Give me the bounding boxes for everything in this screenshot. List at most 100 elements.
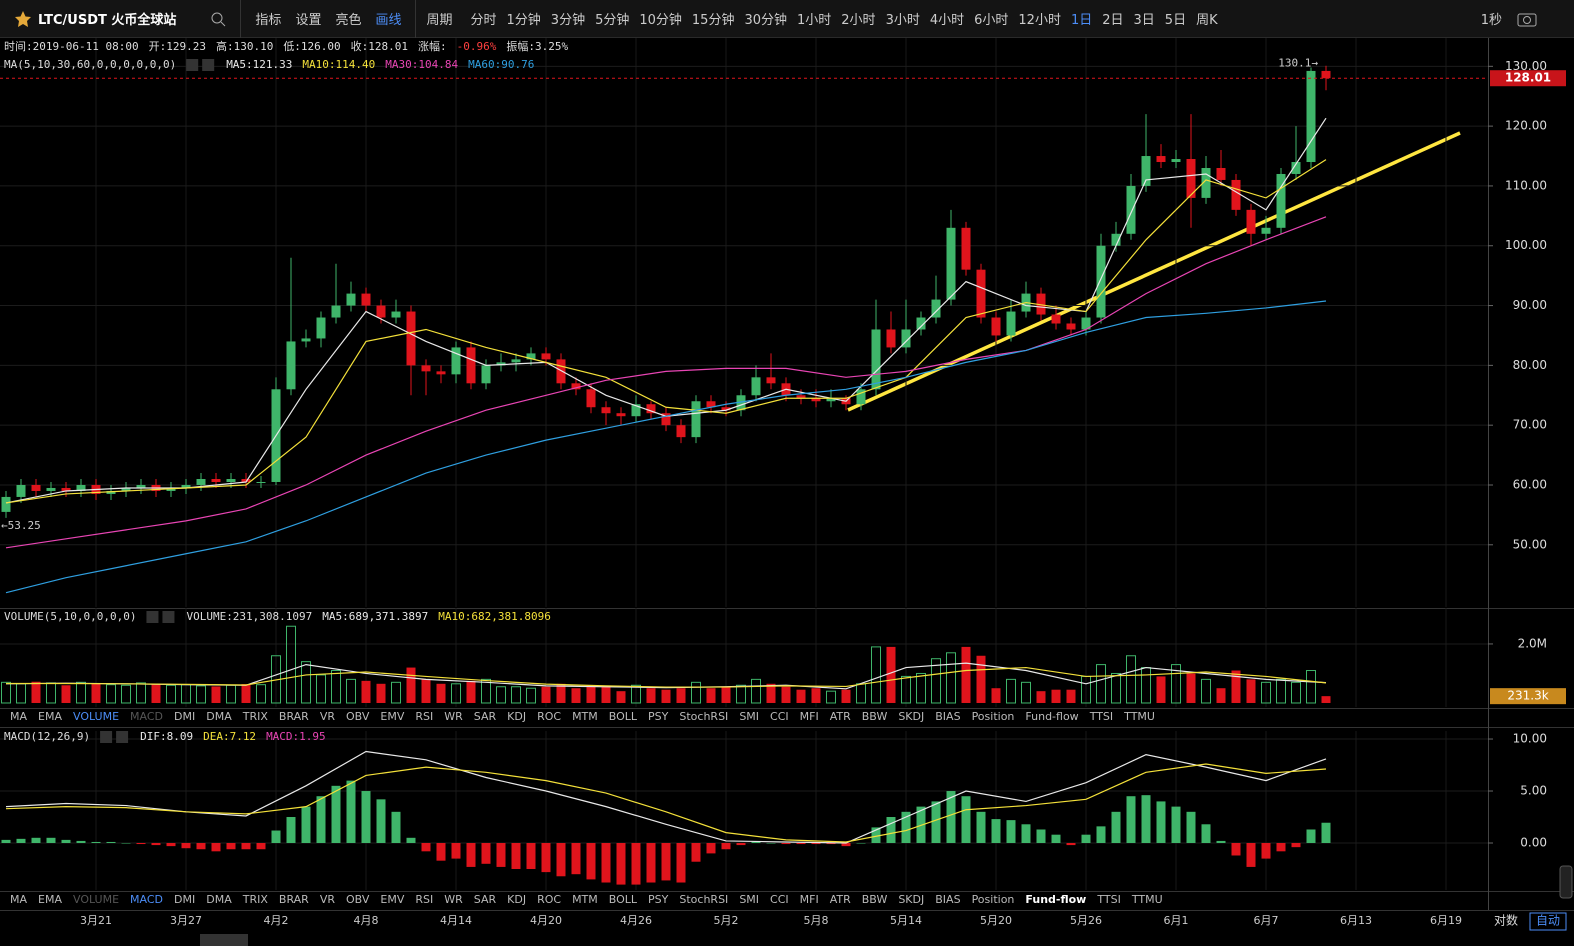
period-button[interactable]: 3小时: [885, 13, 920, 28]
indicator-tab[interactable]: EMV: [380, 710, 404, 723]
indicator-tab[interactable]: OBV: [346, 710, 370, 723]
indicator-tab[interactable]: VOLUME: [73, 893, 119, 906]
tool-button[interactable]: 设置: [295, 13, 322, 28]
indicator-tab[interactable]: RSI: [415, 710, 433, 723]
indicator-tab[interactable]: EMA: [38, 710, 62, 723]
period-button[interactable]: 2小时: [841, 13, 876, 28]
indicator-tab[interactable]: Position: [972, 893, 1015, 906]
indicator-tab[interactable]: BRAR: [279, 893, 309, 906]
period-button[interactable]: 3日: [1133, 13, 1155, 28]
indicator-tab[interactable]: SAR: [474, 710, 497, 723]
indicator-tab[interactable]: Fund-flow: [1025, 710, 1078, 723]
indicator-tab[interactable]: BIAS: [935, 893, 960, 906]
indicator-tab[interactable]: MACD: [130, 710, 163, 723]
indicator-tab[interactable]: MFI: [800, 893, 819, 906]
indicator-tab[interactable]: DMI: [174, 710, 195, 723]
indicator-tab[interactable]: MTM: [572, 893, 598, 906]
indicator-tab[interactable]: VR: [320, 893, 336, 906]
indicator-tab[interactable]: PSY: [648, 893, 669, 906]
indicator-tab[interactable]: SMI: [739, 893, 759, 906]
indicator-tab[interactable]: BIAS: [935, 710, 960, 723]
period-button[interactable]: 5分钟: [595, 13, 630, 28]
indicator-tab[interactable]: KDJ: [507, 893, 526, 906]
tool-button[interactable]: 亮色: [335, 13, 362, 28]
period-button[interactable]: 周K: [1196, 13, 1218, 28]
indicator-tab[interactable]: VR: [320, 710, 336, 723]
period-button[interactable]: 6小时: [974, 13, 1009, 28]
info-text: 涨幅:: [418, 40, 447, 53]
indicator-tab[interactable]: WR: [444, 893, 463, 906]
settings-icon[interactable]: [146, 611, 159, 623]
period-button[interactable]: 4小时: [929, 13, 965, 28]
indicator-tab[interactable]: StochRSI: [679, 893, 728, 906]
period-button[interactable]: 30分钟: [744, 13, 787, 28]
close-icon[interactable]: [202, 59, 215, 71]
indicator-tab[interactable]: ATR: [830, 893, 851, 906]
indicator-tab[interactable]: DMA: [206, 710, 232, 723]
search-icon[interactable]: [210, 11, 226, 27]
period-button[interactable]: 5日: [1164, 13, 1187, 28]
indicator-tab[interactable]: ATR: [830, 710, 851, 723]
indicator-tab[interactable]: CCI: [770, 893, 789, 906]
indicator-tab[interactable]: SKDJ: [898, 710, 924, 723]
speed[interactable]: 1秒: [1480, 13, 1502, 28]
indicator-tab[interactable]: SAR: [474, 893, 497, 906]
indicator-tab[interactable]: VOLUME: [73, 710, 119, 723]
period-button[interactable]: 1日: [1070, 13, 1093, 28]
period-button[interactable]: 1分钟: [506, 13, 541, 28]
indicator-tab[interactable]: TTMU: [1123, 710, 1155, 723]
scrollbar[interactable]: [200, 934, 248, 946]
indicator-tab[interactable]: TTSI: [1089, 710, 1113, 723]
indicator-tab[interactable]: MTM: [572, 710, 598, 723]
indicator-tab[interactable]: ROC: [537, 710, 561, 723]
scroll-handle[interactable]: [1559, 865, 1573, 899]
indicator-tab[interactable]: EMA: [38, 893, 62, 906]
indicator-tab[interactable]: MA: [10, 710, 27, 723]
indicator-tab[interactable]: DMA: [206, 893, 232, 906]
indicator-tab[interactable]: BBW: [862, 710, 888, 723]
period-button[interactable]: 10分钟: [639, 13, 682, 28]
indicator-tab[interactable]: StochRSI: [679, 710, 728, 723]
indicator-tab[interactable]: TTMU: [1131, 893, 1163, 906]
period-button[interactable]: 2日: [1102, 13, 1124, 28]
indicator-tab[interactable]: RSI: [415, 893, 433, 906]
indicator-tab[interactable]: TRIX: [242, 893, 269, 906]
indicator-tab[interactable]: OBV: [346, 893, 370, 906]
trend-line[interactable]: [847, 131, 1461, 412]
indicator-tab[interactable]: BBW: [862, 893, 888, 906]
indicator-tab[interactable]: EMV: [380, 893, 404, 906]
close-icon[interactable]: [116, 731, 129, 743]
indicator-tab[interactable]: SMI: [739, 710, 759, 723]
indicator-tab[interactable]: SKDJ: [898, 893, 924, 906]
indicator-tab[interactable]: Fund-flow: [1025, 893, 1086, 906]
tool-button[interactable]: 画线: [375, 13, 402, 28]
indicator-tab[interactable]: DMI: [174, 893, 195, 906]
indicator-tab[interactable]: BOLL: [609, 710, 638, 723]
indicator-tab[interactable]: MA: [10, 893, 27, 906]
indicator-tab[interactable]: WR: [444, 710, 463, 723]
indicator-tab[interactable]: CCI: [770, 710, 789, 723]
settings-icon[interactable]: [100, 731, 113, 743]
camera-icon[interactable]: [1516, 10, 1538, 28]
indicator-tab[interactable]: MFI: [800, 710, 819, 723]
period-button[interactable]: 15分钟: [691, 13, 735, 28]
period-button[interactable]: 1小时: [797, 13, 832, 28]
settings-icon[interactable]: [186, 59, 199, 71]
indicator-tab[interactable]: MACD: [130, 893, 163, 906]
indicator-tab[interactable]: TRIX: [242, 710, 269, 723]
indicator-tab[interactable]: KDJ: [507, 710, 526, 723]
close-icon[interactable]: [162, 611, 175, 623]
indicator-tab[interactable]: BRAR: [279, 710, 309, 723]
scale-mode[interactable]: 自动: [1536, 914, 1560, 928]
scale-mode[interactable]: 对数: [1494, 913, 1518, 928]
indicator-tab[interactable]: TTSI: [1096, 893, 1120, 906]
indicator-tab[interactable]: BOLL: [609, 893, 638, 906]
indicator-tab[interactable]: ROC: [537, 893, 561, 906]
tool-button[interactable]: 指标: [255, 13, 282, 28]
period-button[interactable]: 3分钟: [550, 13, 586, 28]
indicator-tab[interactable]: Position: [972, 710, 1015, 723]
period-button[interactable]: 周期: [426, 13, 453, 28]
period-button[interactable]: 分时: [470, 13, 497, 28]
period-button[interactable]: 12小时: [1018, 13, 1061, 28]
indicator-tab[interactable]: PSY: [648, 710, 669, 723]
